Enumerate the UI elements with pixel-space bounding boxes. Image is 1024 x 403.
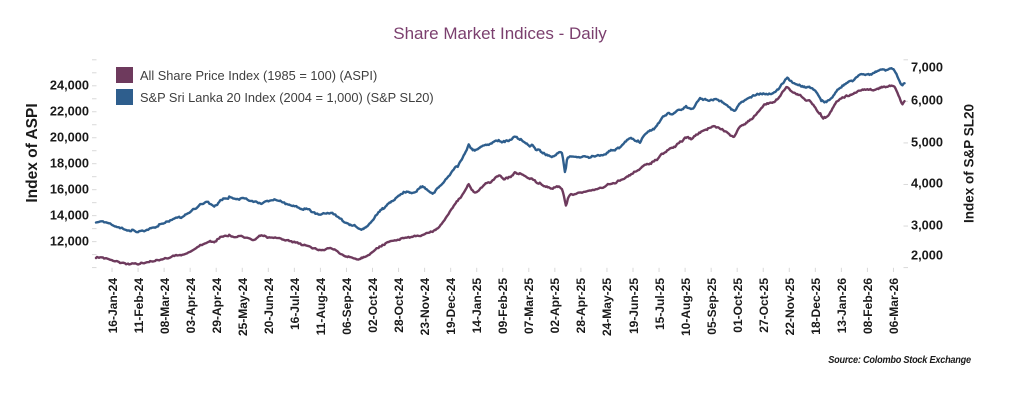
- x-tick-label: 23-Nov-24: [418, 278, 433, 336]
- x-tick-label: 29-Apr-24: [209, 278, 224, 334]
- x-tick-label: 11-Aug-24: [313, 278, 328, 336]
- legend-label-0: All Share Price Index (1985 = 100) (ASPI…: [140, 67, 378, 83]
- y-right-tick-label: 4,000: [911, 175, 944, 191]
- x-tick-label: 18-Dec-25: [808, 278, 823, 335]
- y-left-tick-label: 20,000: [49, 129, 89, 145]
- y-left-tick-label: 22,000: [49, 103, 89, 119]
- x-tick-label: 10-Aug-25: [678, 278, 693, 337]
- x-tick-label: 02-Apr-25: [548, 278, 563, 334]
- x-tick-label: 07-Mar-25: [522, 278, 537, 335]
- legend-item-1: S&P Sri Lanka 20 Index (2004 = 1,000) (S…: [116, 89, 434, 105]
- x-tick-label: 09-Feb-25: [496, 278, 511, 335]
- y-left-tick-label: 12,000: [49, 233, 89, 249]
- x-tick-label: 08-Feb-26: [860, 278, 875, 335]
- legend-item-0: All Share Price Index (1985 = 100) (ASPI…: [116, 67, 434, 83]
- y-right-tick-label: 7,000: [911, 59, 944, 75]
- x-tick-label: 11-Feb-24: [131, 278, 146, 334]
- x-tick-label: 19-Dec-24: [444, 278, 459, 335]
- legend-swatch-0: [116, 67, 133, 83]
- x-tick-label: 16-Jul-24: [287, 278, 302, 331]
- series-line-aspi: [94, 84, 906, 266]
- x-tick-label: 28-Apr-25: [574, 278, 589, 334]
- y-right-tick-label: 2,000: [911, 247, 944, 263]
- x-tick-label: 19-Jun-25: [626, 278, 641, 335]
- x-tick-label: 06-Sep-24: [339, 278, 354, 335]
- y-axis-right-title: Index of S&P SL20: [961, 103, 977, 224]
- x-tick-label: 06-Mar-26: [886, 278, 901, 335]
- x-tick-label: 27-Oct-25: [756, 278, 771, 333]
- source-note: Source: Colombo Stock Exchange: [828, 355, 971, 366]
- legend: All Share Price Index (1985 = 100) (ASPI…: [116, 67, 434, 111]
- x-tick-label: 05-Sep-25: [704, 278, 719, 335]
- y-right-tick-label: 6,000: [911, 92, 944, 108]
- x-tick-label: 13-Jan-26: [834, 278, 849, 334]
- x-tick-label: 14-Jan-25: [470, 278, 485, 334]
- x-tick-label: 16-Jan-24: [105, 278, 120, 334]
- x-tick-label: 08-Mar-24: [157, 278, 172, 335]
- y-right-tick-label: 5,000: [911, 134, 944, 150]
- x-tick-label: 22-Nov-25: [782, 278, 797, 336]
- y-left-tick-label: 18,000: [49, 155, 89, 171]
- series-line-spsl20: [94, 66, 906, 234]
- x-tick-label: 24-May-25: [600, 278, 615, 337]
- y-right-tick-label: 3,000: [911, 217, 944, 233]
- x-tick-label: 03-Apr-24: [183, 278, 198, 334]
- x-tick-label: 01-Oct-25: [730, 278, 745, 333]
- x-tick-label: 02-Oct-24: [366, 278, 381, 333]
- legend-label-1: S&P Sri Lanka 20 Index (2004 = 1,000) (S…: [140, 89, 434, 105]
- legend-swatch-1: [116, 89, 133, 105]
- y-left-tick-label: 14,000: [49, 207, 89, 223]
- x-tick-label: 20-Jun-24: [261, 278, 276, 335]
- chart-title: Share Market Indices - Daily: [393, 24, 607, 43]
- y-left-tick-label: 24,000: [49, 77, 89, 93]
- x-tick-label: 15-Jul-25: [652, 278, 667, 331]
- x-tick-label: 28-Oct-24: [392, 278, 407, 333]
- x-tick-label: 25-May-24: [235, 278, 250, 337]
- y-left-tick-label: 16,000: [49, 181, 89, 197]
- y-axis-left-title: Index of ASPI: [23, 103, 41, 203]
